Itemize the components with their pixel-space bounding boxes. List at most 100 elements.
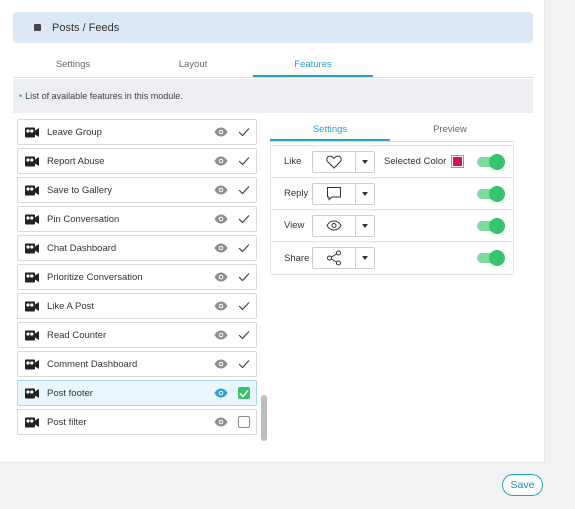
feature-label: Read Counter: [47, 329, 107, 341]
feature-label: Post filter: [47, 416, 87, 428]
feature-label: Leave Group: [47, 126, 102, 138]
comment-icon: [327, 187, 341, 201]
eye-icon[interactable]: [214, 272, 228, 282]
feature-label: Prioritize Conversation: [47, 271, 143, 283]
video-camera-icon: [25, 330, 39, 340]
feature-label: Post footer: [47, 387, 93, 399]
feature-label: Report Abuse: [47, 155, 105, 167]
video-camera-icon: [25, 243, 39, 253]
video-camera-icon: [25, 359, 39, 369]
eye-icon[interactable]: [214, 243, 228, 253]
color-swatch-fill: [453, 157, 463, 166]
icon-picker[interactable]: [312, 247, 356, 269]
icon-picker[interactable]: [312, 182, 356, 205]
icon-dropdown[interactable]: [356, 150, 375, 173]
scrollbar-thumb[interactable]: [261, 395, 267, 441]
tab-feature-settings[interactable]: Settings: [270, 118, 390, 141]
icon-dropdown[interactable]: [356, 247, 375, 269]
feature-settings-panel: Settings Preview Like Selected Color Rep…: [270, 118, 514, 275]
tab-layout[interactable]: Layout: [178, 59, 208, 70]
eye-icon[interactable]: [214, 330, 228, 340]
check-icon[interactable]: [238, 329, 250, 341]
icon-dropdown[interactable]: [356, 214, 375, 237]
eye-icon[interactable]: [214, 301, 228, 311]
eye-icon: [326, 220, 342, 231]
eye-icon[interactable]: [214, 127, 228, 137]
feature-checkbox[interactable]: [238, 416, 250, 428]
tab-feature-preview[interactable]: Preview: [433, 124, 467, 135]
icon-dropdown[interactable]: [356, 182, 375, 205]
feature-label: Like A Post: [47, 300, 95, 312]
feature-item[interactable]: Read Counter: [17, 322, 257, 348]
eye-icon[interactable]: [214, 359, 228, 369]
bullet-icon: •: [19, 91, 23, 101]
feature-item[interactable]: Post footer: [17, 380, 257, 406]
video-camera-icon: [25, 272, 39, 282]
tab-features[interactable]: Features: [253, 55, 373, 77]
eye-icon[interactable]: [214, 417, 228, 427]
view-toggle[interactable]: [477, 218, 505, 234]
feature-list: Leave Group Report Abuse Save to Gallery Pi…: [17, 114, 257, 442]
feature-item[interactable]: Prioritize Conversation: [17, 264, 257, 290]
footer-options: Like Selected Color Reply View: [270, 145, 514, 275]
video-camera-icon: [25, 185, 39, 195]
module-title: Posts / Feeds: [52, 21, 120, 34]
caret-down-icon: [362, 159, 368, 164]
feature-list-scrollbar[interactable]: [261, 114, 267, 442]
feature-label: Comment Dashboard: [47, 358, 138, 370]
check-icon[interactable]: [238, 242, 250, 254]
info-banner: • List of available features in this mod…: [13, 79, 533, 113]
feature-label: Save to Gallery: [47, 184, 112, 196]
option-label: Share: [284, 252, 310, 264]
module-header: Posts / Feeds: [13, 12, 533, 43]
feature-checkbox[interactable]: [238, 387, 250, 399]
feature-item[interactable]: Pin Conversation: [17, 206, 257, 232]
icon-picker[interactable]: [312, 214, 356, 237]
selected-color-label: Selected Color: [384, 156, 447, 167]
tab-settings[interactable]: Settings: [55, 59, 91, 70]
feature-item[interactable]: Comment Dashboard: [17, 351, 257, 377]
video-camera-icon: [25, 156, 39, 166]
check-icon[interactable]: [238, 155, 250, 167]
footer-option-view: View: [271, 210, 513, 242]
eye-icon[interactable]: [214, 185, 228, 195]
check-icon[interactable]: [238, 271, 250, 283]
footer-option-share: Share: [271, 242, 513, 274]
icon-picker[interactable]: [312, 150, 356, 173]
eye-icon[interactable]: [214, 388, 228, 398]
feature-label: Chat Dashboard: [47, 242, 117, 254]
module-tabs: Settings Layout Features: [13, 55, 533, 78]
color-swatch[interactable]: [451, 155, 465, 168]
share-toggle[interactable]: [477, 250, 505, 266]
caret-down-icon: [362, 191, 368, 196]
feature-item[interactable]: Like A Post: [17, 293, 257, 319]
footer-option-like: Like Selected Color: [271, 146, 513, 178]
feature-item[interactable]: Report Abuse: [17, 148, 257, 174]
check-icon[interactable]: [238, 358, 250, 370]
option-label: View: [284, 220, 305, 231]
video-camera-icon: [25, 127, 39, 137]
like-toggle[interactable]: [477, 154, 505, 170]
check-icon[interactable]: [238, 184, 250, 196]
check-icon[interactable]: [238, 213, 250, 225]
reply-toggle[interactable]: [477, 186, 505, 202]
caret-down-icon: [362, 223, 368, 228]
feature-label: Pin Conversation: [47, 213, 120, 225]
save-button[interactable]: Save: [502, 474, 543, 496]
video-camera-icon: [25, 214, 39, 224]
check-icon[interactable]: [238, 126, 250, 138]
option-label: Reply: [284, 188, 309, 199]
share-icon: [327, 250, 341, 266]
feature-item[interactable]: Save to Gallery: [17, 177, 257, 203]
video-camera-icon: [25, 388, 39, 398]
eye-icon[interactable]: [214, 214, 228, 224]
feature-item[interactable]: Post filter: [17, 409, 257, 435]
video-camera-icon: [25, 301, 39, 311]
eye-icon[interactable]: [214, 156, 228, 166]
info-text: List of available features in this modul…: [25, 91, 183, 101]
feature-item[interactable]: Leave Group: [17, 119, 257, 145]
check-icon[interactable]: [238, 300, 250, 312]
feature-item[interactable]: Chat Dashboard: [17, 235, 257, 261]
footer-option-reply: Reply: [271, 178, 513, 210]
module-panel: Posts / Feeds Settings Layout Features •…: [0, 0, 545, 463]
